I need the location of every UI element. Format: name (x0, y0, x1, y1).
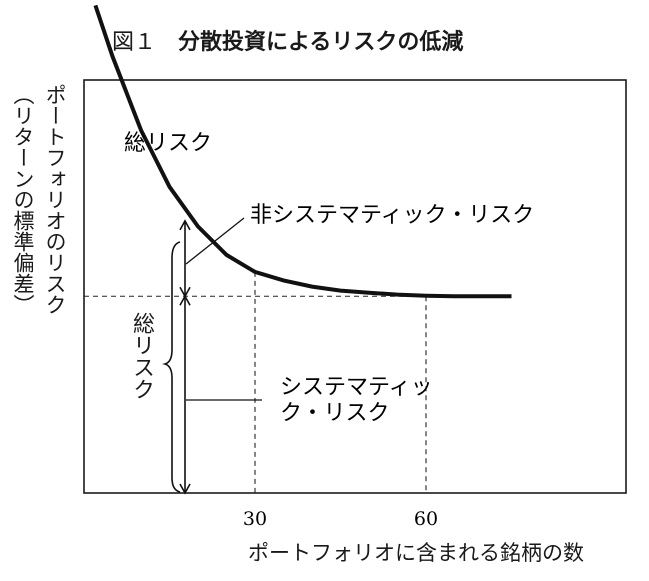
total-risk-brace (165, 242, 180, 492)
systematic-risk-label-line1: システマティッ (280, 375, 433, 400)
unsystematic-risk-label: 非システマティック・リスク (250, 203, 534, 228)
systematic-risk-label-line2: ク・リスク (280, 401, 390, 426)
x-tick-label: 30 (243, 508, 267, 530)
x-tick-label: 60 (414, 508, 438, 530)
total-risk-curve-label: 総リスク (124, 131, 212, 156)
x-tick-labels: 30 60 (243, 508, 438, 530)
